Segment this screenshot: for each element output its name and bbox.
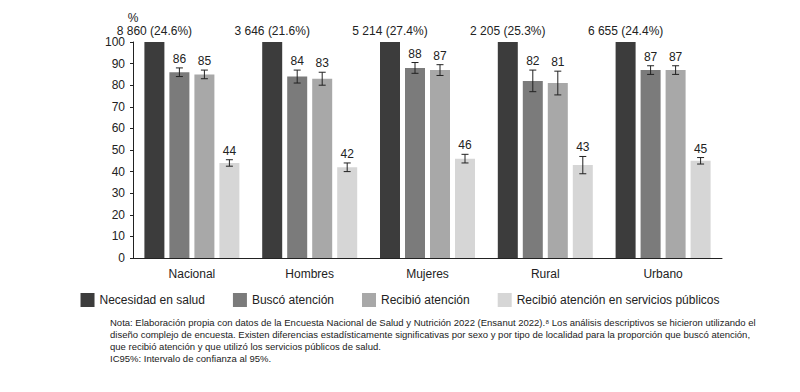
svg-text:50: 50 <box>112 143 126 157</box>
svg-text:Hombres: Hombres <box>285 267 334 281</box>
svg-text:30: 30 <box>112 186 126 200</box>
svg-text:46: 46 <box>458 138 472 152</box>
svg-text:Nacional: Nacional <box>169 267 216 281</box>
svg-text:%: % <box>128 11 139 25</box>
svg-text:10: 10 <box>112 229 126 243</box>
svg-text:87: 87 <box>433 49 447 63</box>
svg-text:Recibió atención en servicios: Recibió atención en servicios públicos <box>517 293 720 307</box>
svg-text:Rural: Rural <box>531 267 560 281</box>
svg-text:45: 45 <box>694 142 708 156</box>
svg-text:diseño complejo de encuesta. E: diseño complejo de encuesta. Existen dif… <box>110 329 753 340</box>
svg-text:87: 87 <box>669 50 683 64</box>
svg-text:85: 85 <box>198 54 212 68</box>
svg-text:88: 88 <box>408 47 422 61</box>
svg-text:81: 81 <box>551 55 565 69</box>
svg-text:8 860 (24.6%): 8 860 (24.6%) <box>117 24 192 38</box>
svg-text:Nota: Elaboración propia con d: Nota: Elaboración propia con datos de la… <box>110 317 758 328</box>
svg-text:Buscó atención: Buscó atención <box>252 293 334 307</box>
svg-text:83: 83 <box>316 56 330 70</box>
svg-text:44: 44 <box>223 144 237 158</box>
svg-text:5 214 (27.4%): 5 214 (27.4%) <box>352 24 427 38</box>
svg-text:6 655 (24.4%): 6 655 (24.4%) <box>588 24 663 38</box>
svg-text:IC95%: Intervalo de confianza: IC95%: Intervalo de confianza al 95%. <box>110 353 271 364</box>
svg-text:Mujeres: Mujeres <box>406 267 449 281</box>
svg-text:20: 20 <box>112 208 126 222</box>
svg-text:40: 40 <box>112 165 126 179</box>
svg-text:43: 43 <box>576 140 590 154</box>
svg-text:87: 87 <box>644 50 658 64</box>
svg-text:2 205 (25.3%): 2 205 (25.3%) <box>470 24 545 38</box>
svg-text:82: 82 <box>526 54 540 68</box>
svg-text:84: 84 <box>291 54 305 68</box>
svg-text:Necesidad en salud: Necesidad en salud <box>100 293 205 307</box>
svg-text:90: 90 <box>112 57 126 71</box>
svg-text:60: 60 <box>112 121 126 135</box>
svg-text:0: 0 <box>118 251 125 265</box>
svg-text:Recibió atención: Recibió atención <box>381 293 470 307</box>
svg-text:86: 86 <box>173 52 187 66</box>
svg-text:3 646 (21.6%): 3 646 (21.6%) <box>235 24 310 38</box>
svg-text:Urbano: Urbano <box>643 267 683 281</box>
svg-text:42: 42 <box>341 147 355 161</box>
svg-text:80: 80 <box>112 78 126 92</box>
svg-text:100: 100 <box>105 35 125 49</box>
svg-text:que recibió atención y que uti: que recibió atención y que utilizó los s… <box>110 341 381 352</box>
svg-text:70: 70 <box>112 100 126 114</box>
